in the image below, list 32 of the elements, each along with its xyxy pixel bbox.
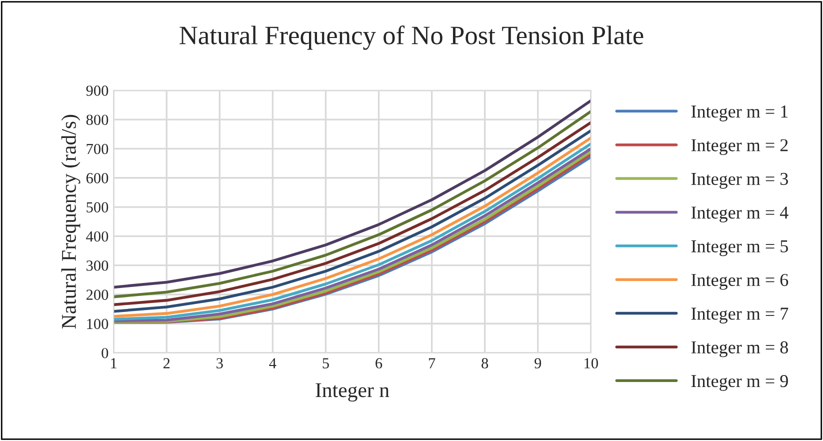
y-tick-label: 200	[86, 290, 108, 300]
legend-label: Integer m = 8	[691, 341, 788, 358]
y-tick-label: 800	[86, 114, 108, 126]
legend-label: Integer m = 3	[691, 172, 788, 189]
x-tick-label: 5	[322, 358, 329, 368]
y-tick-label: 100	[87, 318, 108, 330]
legend-label: Integer m = 5	[691, 240, 788, 256]
legend-label: Integer m = 9	[691, 375, 788, 391]
legend-label: Integer m = 7	[691, 308, 788, 324]
legend-label: Integer m = 6	[691, 274, 788, 290]
x-tick-label: 4	[269, 358, 276, 368]
y-axis-title: Natural Frequency (rad/s)	[61, 114, 80, 329]
x-tick-label: 9	[534, 358, 542, 368]
x-tick-label: 2	[163, 358, 170, 368]
y-tick-label: 500	[86, 202, 108, 212]
x-axis-title: Integer n	[316, 383, 390, 402]
x-tick-label: 8	[482, 358, 488, 368]
x-tick-label: 6	[376, 358, 382, 368]
legend-label: Integer m = 1	[691, 106, 788, 122]
y-tick-label: 700	[86, 144, 108, 154]
y-tick-label: 300	[86, 260, 108, 271]
chart-title: Natural Frequency of No Post Tension Plate	[180, 26, 644, 50]
y-tick-label: 0	[102, 348, 108, 358]
x-tick-label: 1	[111, 358, 116, 368]
y-tick-label: 900	[86, 86, 108, 96]
y-tick-label: 600	[86, 173, 108, 184]
x-tick-label: 10	[584, 358, 598, 368]
y-tick-label: 400	[86, 231, 108, 242]
legend-label: Integer m = 2	[691, 139, 788, 156]
x-tick-label: 7	[428, 358, 436, 368]
legend-label: Integer m = 4	[691, 206, 788, 222]
x-tick-label: 3	[216, 358, 223, 368]
